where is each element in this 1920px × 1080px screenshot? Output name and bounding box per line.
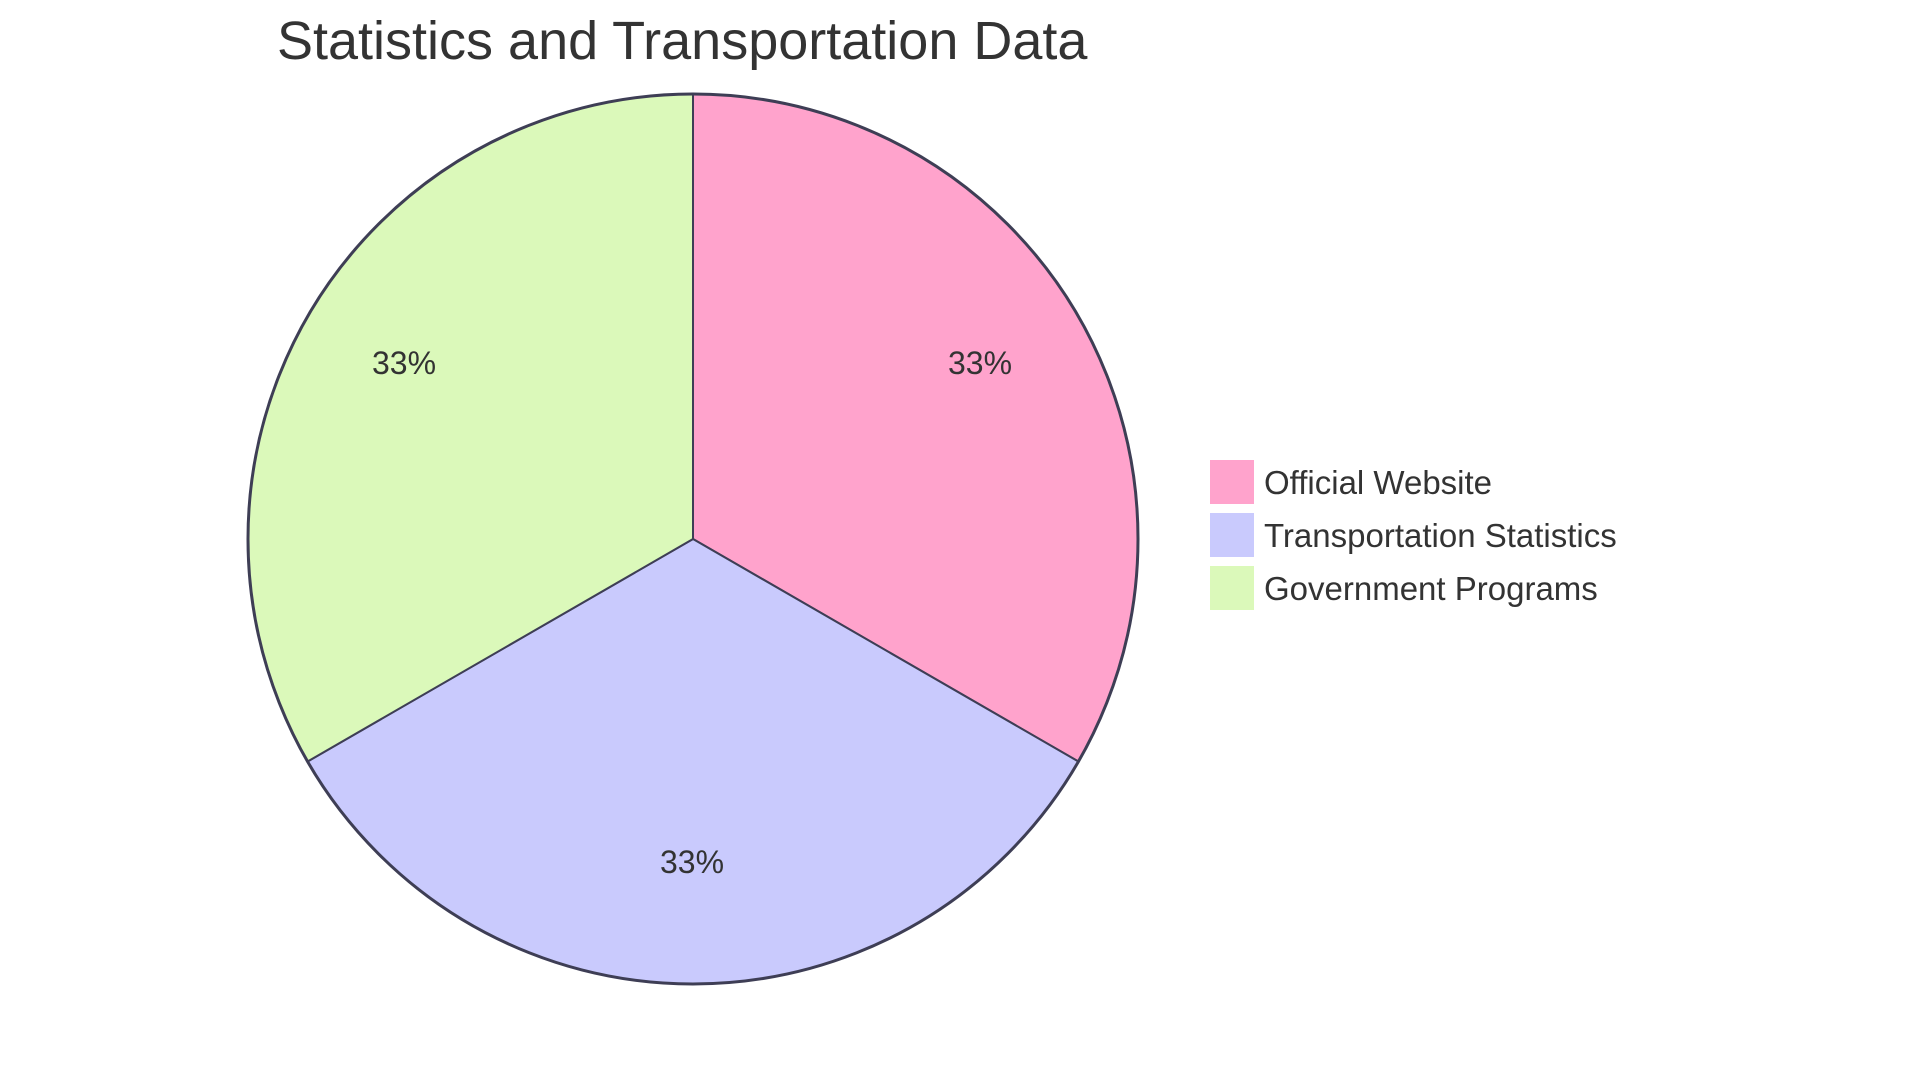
legend-swatch-transportation-statistics — [1210, 513, 1254, 557]
slice-label-official-website: 33% — [948, 345, 1012, 381]
pie-slices — [246, 92, 1140, 986]
legend-item-government-programs: Government Programs — [1210, 566, 1598, 610]
legend-label-government-programs: Government Programs — [1264, 570, 1598, 607]
slice-labels: 33% 33% 33% — [372, 345, 1012, 880]
slice-label-transportation-statistics: 33% — [660, 844, 724, 880]
pie-outline — [246, 92, 1140, 986]
legend-item-official-website: Official Website — [1210, 460, 1492, 504]
legend: Official Website Transportation Statisti… — [1210, 460, 1617, 610]
chart-title: Statistics and Transportation Data — [277, 11, 1088, 71]
legend-swatch-government-programs — [1210, 566, 1254, 610]
legend-label-transportation-statistics: Transportation Statistics — [1264, 517, 1617, 554]
legend-item-transportation-statistics: Transportation Statistics — [1210, 513, 1617, 557]
slice-label-government-programs: 33% — [372, 345, 436, 381]
legend-label-official-website: Official Website — [1264, 464, 1492, 501]
legend-swatch-official-website — [1210, 460, 1254, 504]
